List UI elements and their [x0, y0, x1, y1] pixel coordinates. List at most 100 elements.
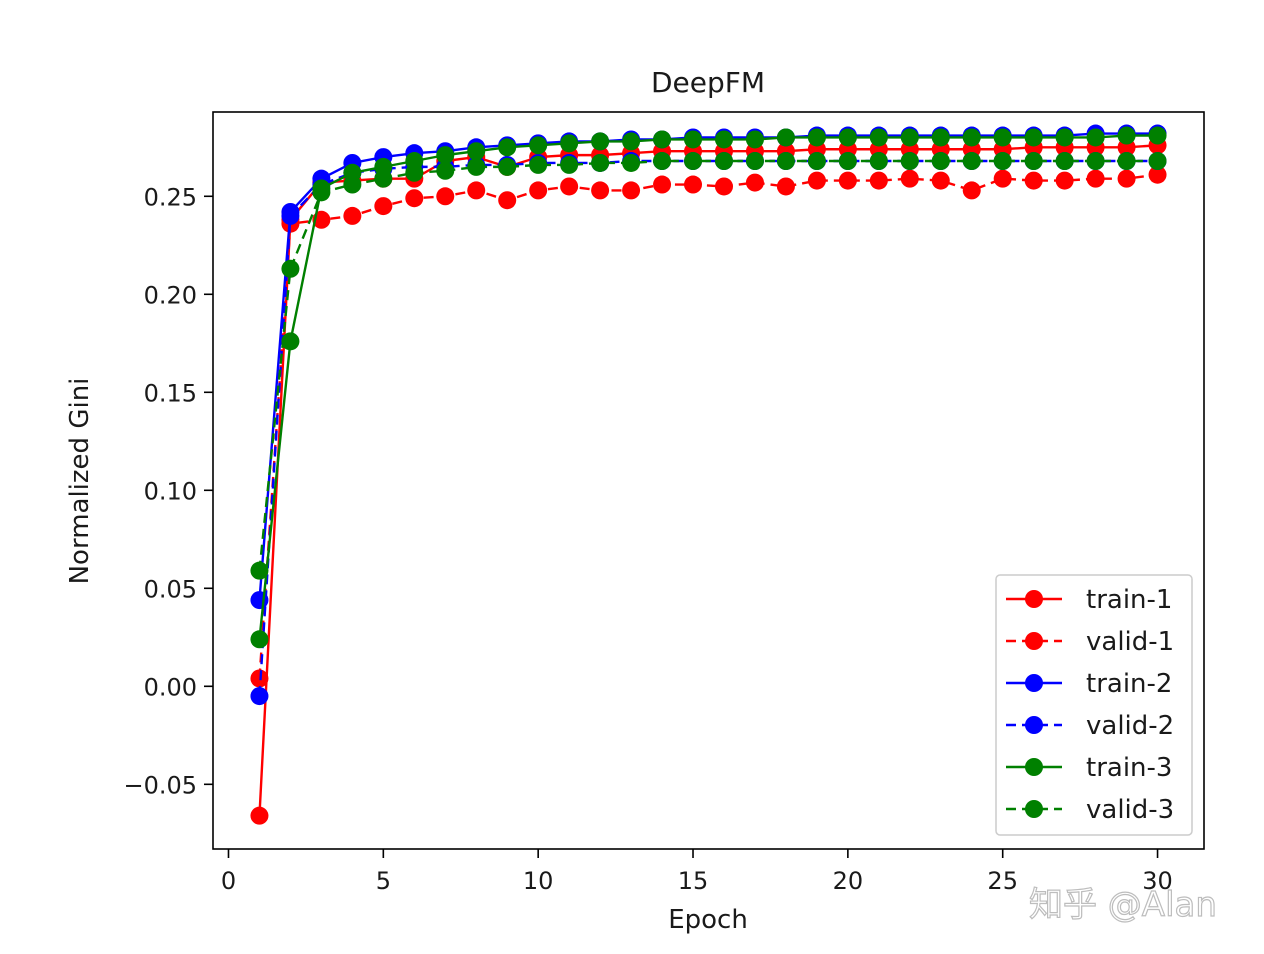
data-point: [1148, 165, 1167, 184]
data-point: [684, 130, 703, 149]
data-point: [776, 177, 795, 196]
y-tick-label: 0.25: [144, 183, 197, 211]
data-point: [993, 152, 1012, 171]
x-tick-label: 5: [376, 867, 391, 895]
data-point: [343, 206, 362, 225]
data-point: [869, 128, 888, 147]
chart-title: DeepFM: [651, 66, 765, 99]
data-point: [900, 128, 919, 147]
data-point: [962, 152, 981, 171]
data-point: [869, 171, 888, 190]
data-point: [1086, 169, 1105, 188]
data-point: [250, 687, 269, 706]
legend-marker: [1025, 800, 1043, 818]
data-point: [993, 169, 1012, 188]
y-tick-label: 0.15: [144, 379, 197, 407]
data-point: [529, 136, 548, 155]
data-point: [467, 157, 486, 176]
data-point: [807, 128, 826, 147]
data-point: [1055, 128, 1074, 147]
data-point: [1148, 126, 1167, 145]
y-tick-label: 0.05: [144, 575, 197, 603]
data-point: [467, 181, 486, 200]
x-axis-label: Epoch: [668, 905, 748, 935]
data-point: [993, 128, 1012, 147]
data-point: [807, 152, 826, 171]
legend-item-train-3: train-3: [1006, 753, 1172, 783]
data-point: [343, 175, 362, 194]
x-tick-label: 0: [221, 867, 236, 895]
data-point: [560, 155, 579, 174]
data-point: [869, 152, 888, 171]
data-point: [962, 128, 981, 147]
legend-label: train-1: [1086, 585, 1172, 615]
data-point: [1148, 152, 1167, 171]
series-valid-3: [250, 152, 1167, 580]
legend-item-train-2: train-2: [1006, 669, 1172, 699]
data-point: [622, 132, 641, 151]
data-point: [1024, 152, 1043, 171]
data-point: [714, 130, 733, 149]
legend-label: train-2: [1086, 669, 1172, 699]
data-point: [900, 152, 919, 171]
data-point: [838, 171, 857, 190]
legend-marker: [1025, 716, 1043, 734]
data-point: [374, 197, 393, 216]
data-point: [1055, 152, 1074, 171]
legend-item-valid-3: valid-3: [1006, 795, 1174, 825]
data-point: [684, 152, 703, 171]
x-tick-label: 25: [987, 867, 1018, 895]
data-point: [498, 191, 517, 210]
data-point: [776, 128, 795, 147]
data-point: [1086, 152, 1105, 171]
series-layer: [250, 124, 1167, 825]
data-point: [931, 152, 950, 171]
data-point: [1055, 171, 1074, 190]
data-point: [250, 630, 269, 649]
legend-item-valid-2: valid-2: [1006, 711, 1174, 741]
y-tick-label: 0.10: [144, 477, 197, 505]
data-point: [653, 152, 672, 171]
data-point: [1117, 126, 1136, 145]
data-point: [498, 138, 517, 157]
data-point: [962, 181, 981, 200]
legend-label: train-3: [1086, 753, 1172, 783]
data-point: [498, 157, 517, 176]
y-axis: −0.05 0.00 0.05 0.10 0.15 0.20 0.25: [123, 183, 213, 799]
legend-marker: [1025, 590, 1043, 608]
data-point: [653, 130, 672, 149]
data-point: [529, 155, 548, 174]
data-point: [312, 183, 331, 202]
data-point: [436, 161, 455, 180]
x-tick-label: 20: [833, 867, 864, 895]
y-tick-label: −0.05: [123, 771, 197, 799]
data-point: [684, 175, 703, 194]
data-point: [591, 181, 610, 200]
data-point: [436, 146, 455, 165]
legend-label: valid-3: [1086, 795, 1174, 825]
legend: train-1 valid-1 train-2 valid-2 train-3 valid…: [995, 574, 1193, 836]
legend-marker: [1025, 632, 1043, 650]
data-point: [560, 134, 579, 153]
y-tick-label: 0.00: [144, 673, 197, 701]
data-point: [931, 128, 950, 147]
data-point: [776, 152, 795, 171]
data-point: [560, 177, 579, 196]
data-point: [405, 163, 424, 182]
data-point: [250, 561, 269, 580]
data-point: [838, 152, 857, 171]
y-axis-label: Normalized Gini: [65, 378, 95, 585]
data-point: [714, 152, 733, 171]
y-tick-label: 0.20: [144, 281, 197, 309]
data-point: [281, 332, 300, 351]
data-point: [745, 173, 764, 192]
data-point: [900, 169, 919, 188]
data-point: [653, 175, 672, 194]
data-point: [807, 171, 826, 190]
x-axis: 0 5 10 15 20 25 30: [221, 849, 1173, 895]
data-point: [1117, 152, 1136, 171]
data-point: [1117, 169, 1136, 188]
data-point: [714, 177, 733, 196]
x-tick-label: 10: [523, 867, 554, 895]
